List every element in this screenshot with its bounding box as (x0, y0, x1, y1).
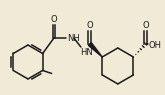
Polygon shape (88, 43, 102, 57)
Text: OH: OH (149, 40, 162, 49)
Text: O: O (86, 21, 93, 30)
Text: HN: HN (80, 48, 93, 57)
Text: O: O (51, 15, 57, 24)
Text: O: O (142, 21, 149, 30)
Text: NH: NH (67, 34, 80, 43)
